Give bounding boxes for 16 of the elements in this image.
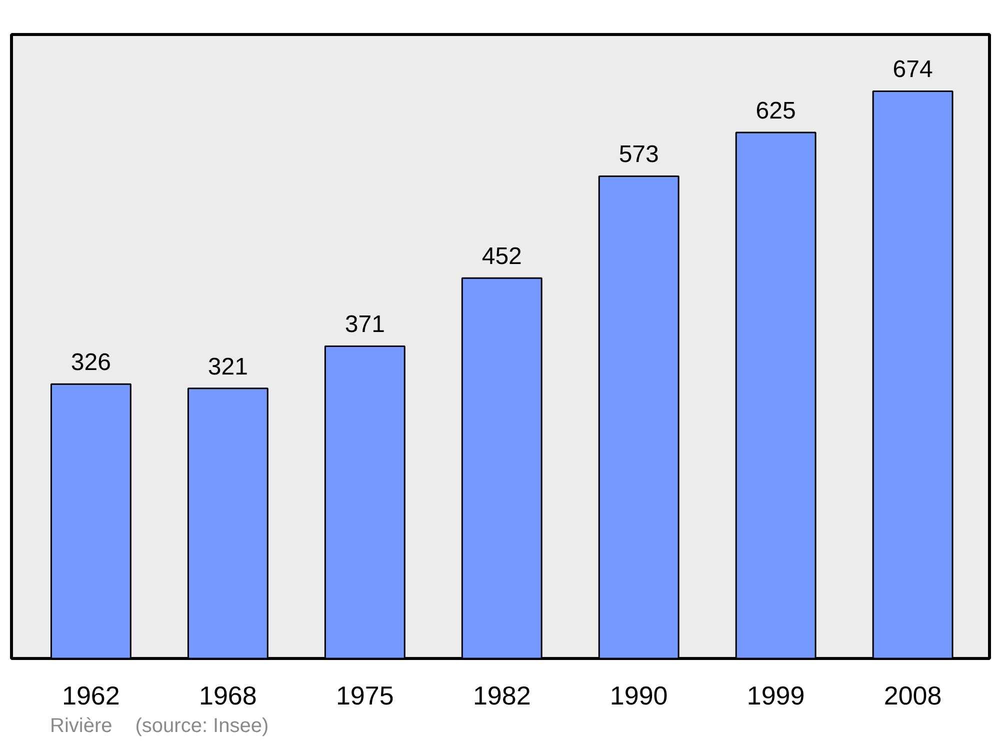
x-tick-label: 1982 xyxy=(472,680,531,710)
text: Rivière xyxy=(50,714,112,739)
data-label: 674 xyxy=(892,56,933,84)
data-label: 625 xyxy=(756,97,796,124)
data-label: 326 xyxy=(70,349,111,376)
text: (source: Insee) xyxy=(135,714,269,739)
data-label: 371 xyxy=(344,311,385,338)
data-label: 321 xyxy=(208,353,248,380)
data-label: 452 xyxy=(482,243,522,270)
x-tick-label: 1968 xyxy=(199,680,257,710)
x-tick-label: 1990 xyxy=(610,680,668,710)
x-tick-label: 1975 xyxy=(336,680,394,710)
x-tick-label: 1962 xyxy=(62,680,120,710)
x-tick-label: 2008 xyxy=(884,680,942,710)
x-tick-label: 1999 xyxy=(746,680,805,710)
data-label: 573 xyxy=(618,141,659,168)
